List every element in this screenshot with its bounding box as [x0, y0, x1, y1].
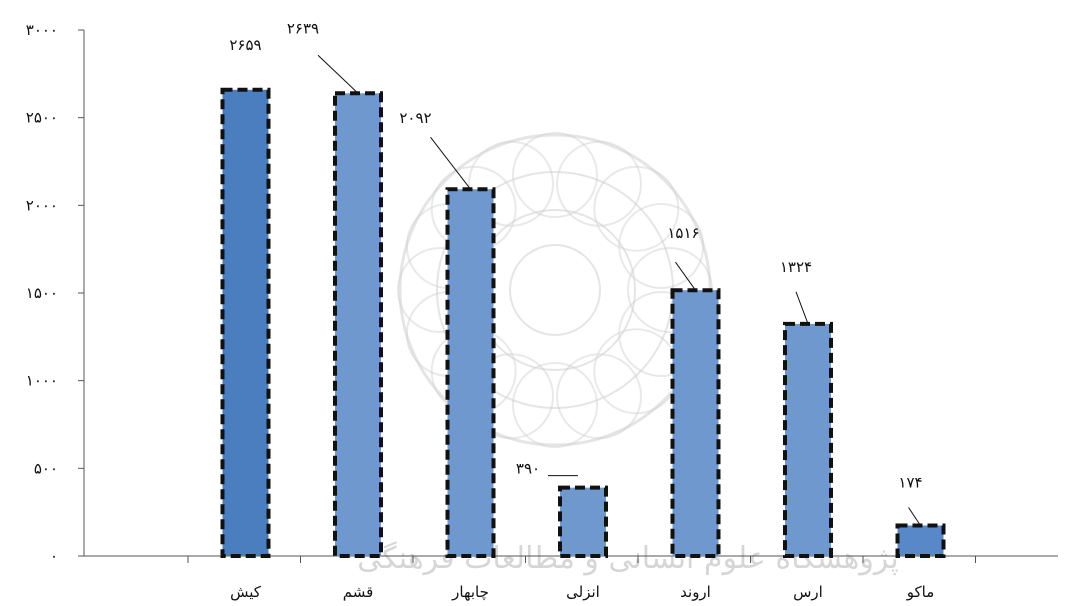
x-tick-label: ارس — [793, 583, 823, 601]
watermark-rosette — [397, 132, 713, 448]
leader-line — [430, 136, 471, 190]
watermark-petal — [468, 140, 554, 227]
y-tick-label: ۰ — [50, 547, 58, 565]
x-tick-label: قشم — [343, 583, 374, 601]
bar — [333, 91, 383, 559]
watermark-petal — [556, 353, 642, 440]
bar — [558, 485, 608, 558]
watermark-petal — [593, 328, 680, 415]
y-tick-label: ۱۰۰۰ — [26, 372, 58, 390]
data-label: ۱۵۱۶ — [667, 224, 699, 242]
y-tick-label: ۱۵۰۰ — [26, 284, 58, 302]
data-label: ۱۳۲۴ — [780, 258, 812, 276]
watermark-petal — [593, 165, 680, 252]
watermark-petal — [512, 362, 598, 448]
x-tick-label: کیش — [230, 583, 262, 601]
data-label: ۳۹۰ — [516, 460, 540, 478]
watermark-petal — [512, 132, 598, 218]
y-tick-label: ۲۵۰۰ — [26, 109, 58, 127]
x-tick-label: اروند — [680, 583, 711, 601]
leader-line — [675, 261, 696, 291]
y-tick-label: ۵۰۰ — [34, 459, 58, 477]
x-tick-label: ماکو — [906, 583, 935, 601]
axes: ۰ ۵۰۰ ۱۰۰۰ ۱۵۰۰ ۲۰۰۰ ۲۵۰۰ ۳۰۰۰ کیش قشم چابهار انزل… — [26, 21, 1058, 601]
data-label: ۱۷۴ — [898, 473, 922, 491]
bar — [895, 523, 946, 559]
data-label: ۲۶۵۹ — [229, 36, 261, 54]
bar — [670, 288, 721, 558]
bar — [783, 321, 833, 558]
bar — [220, 87, 271, 558]
bars — [220, 87, 946, 559]
watermark-ring — [474, 209, 636, 371]
data-label: ۲۰۹۲ — [399, 109, 431, 127]
data-label: ۲۶۳۹ — [287, 19, 319, 37]
leader-line — [908, 507, 921, 526]
watermark-petal — [618, 203, 705, 289]
leader-line — [317, 54, 359, 94]
data-labels: ۲۶۵۹ ۲۶۳۹ ۲۰۹۲ ۳۹۰ ۱۵۱۶ ۱۳۲۴ ۱۷۴ — [229, 19, 923, 526]
x-tick-label: چابهار — [451, 583, 489, 601]
watermark-ring — [509, 244, 601, 336]
y-tick-label: ۳۰۰۰ — [26, 21, 58, 39]
y-tick-label: ۲۰۰۰ — [26, 196, 58, 214]
x-tick-label: انزلی — [566, 583, 600, 601]
bar — [445, 187, 496, 558]
leader-line — [795, 291, 809, 325]
watermark-petal — [556, 140, 642, 227]
